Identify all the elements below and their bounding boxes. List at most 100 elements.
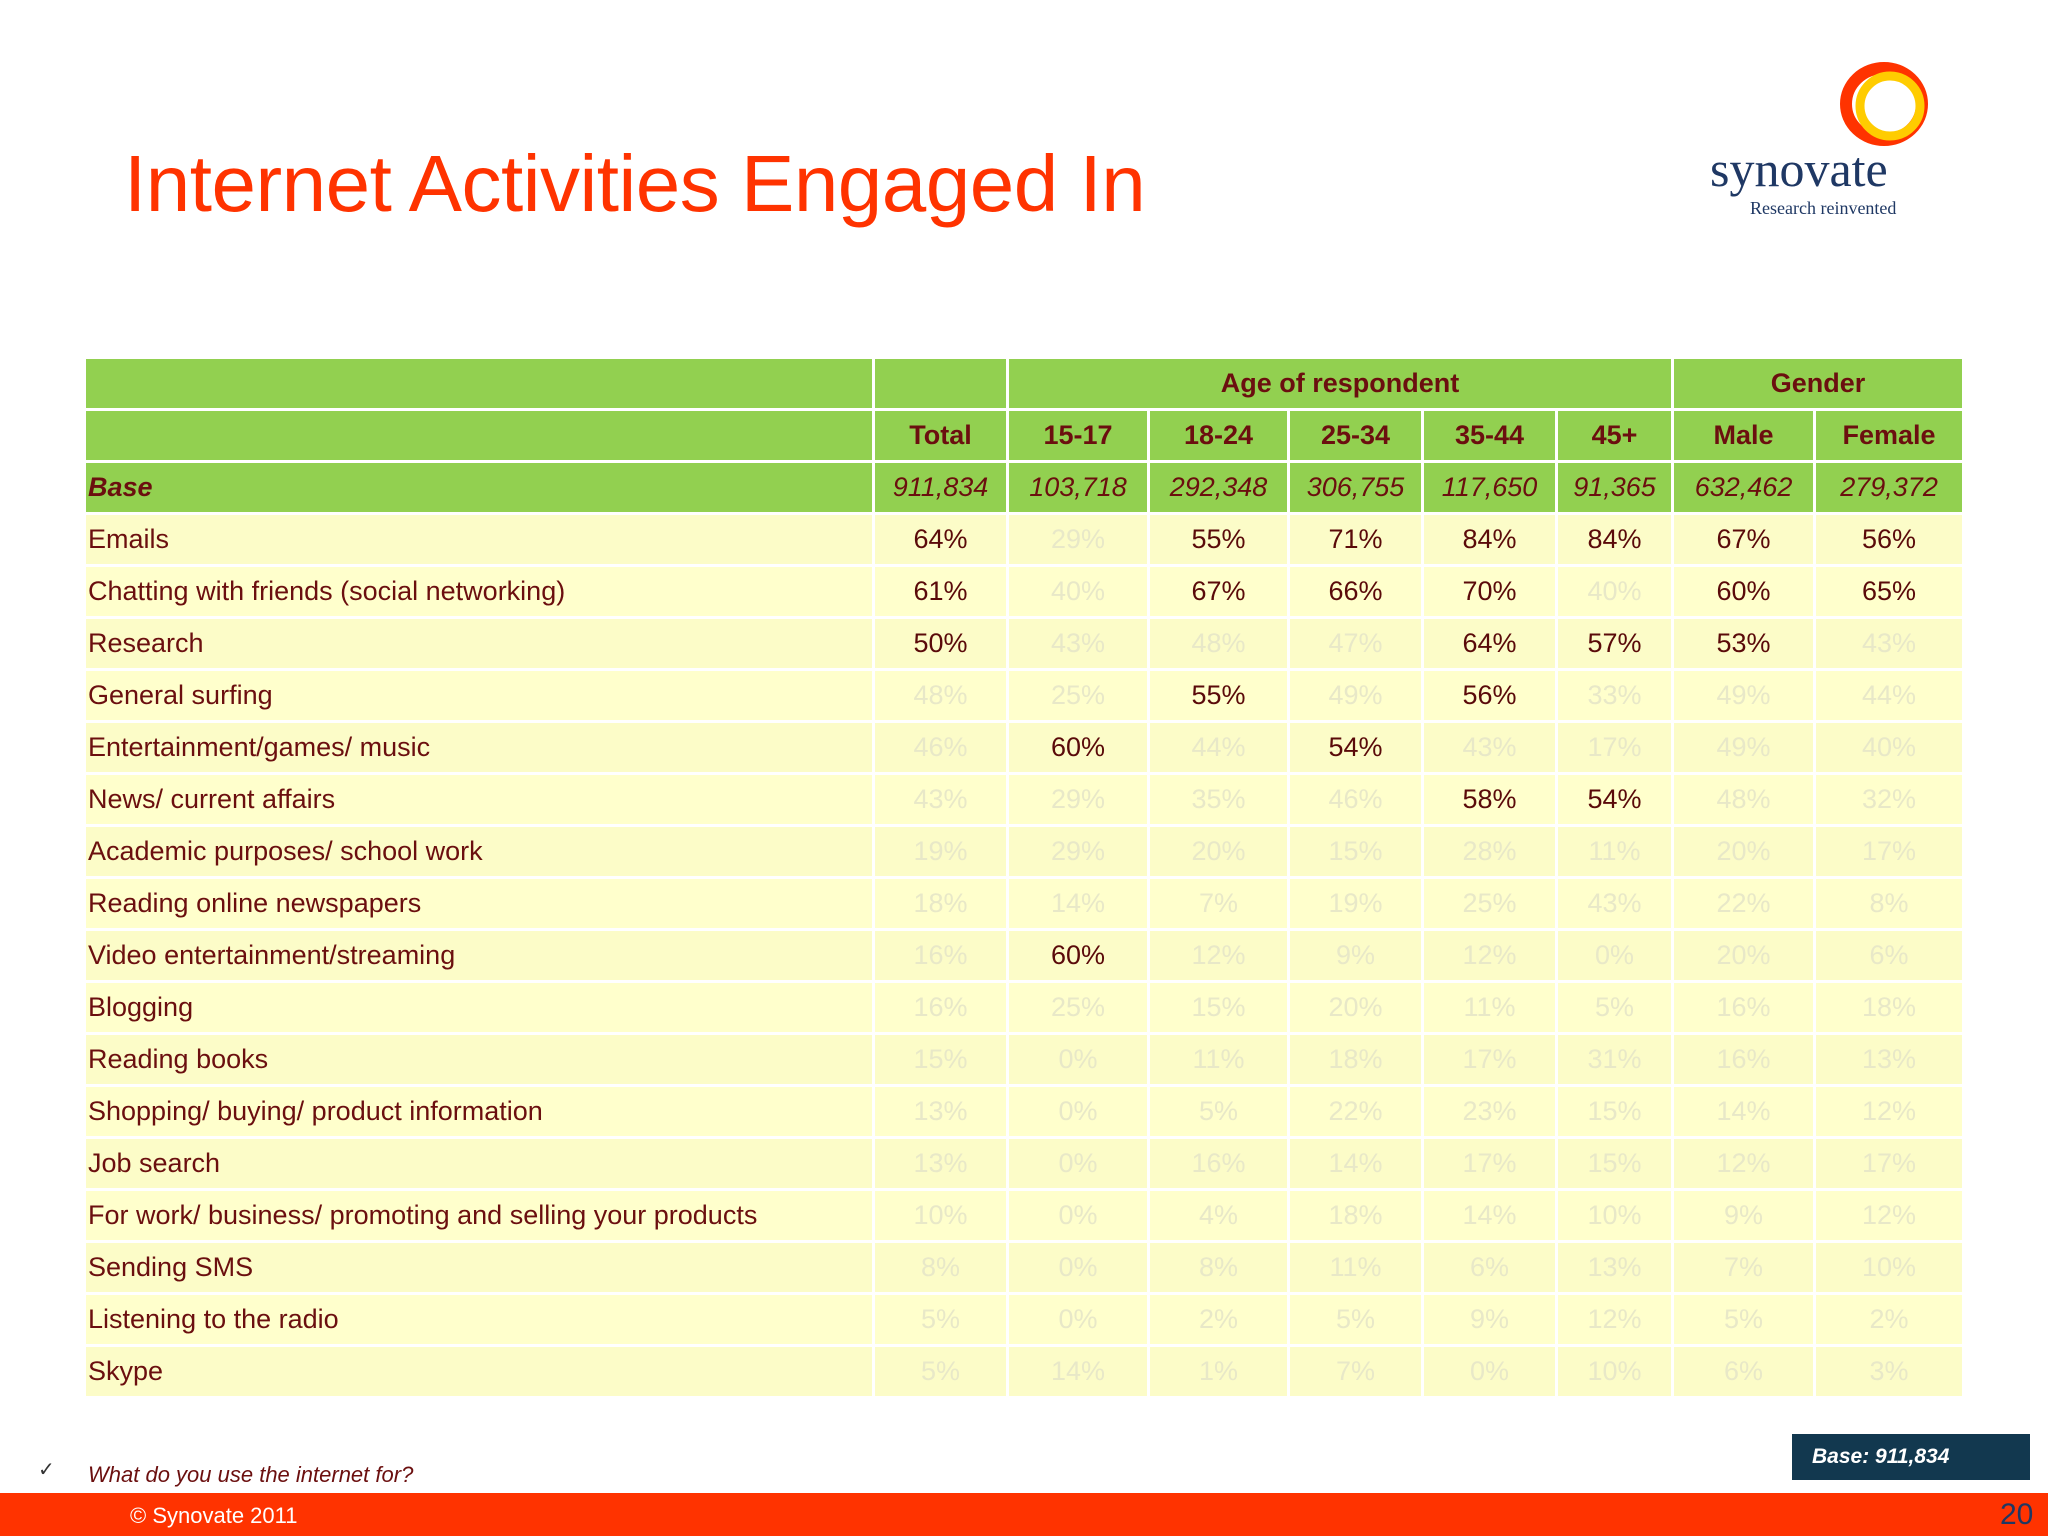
base-value: 279,372 <box>1816 463 1963 515</box>
table-cell: 18% <box>875 879 1009 931</box>
table-cell: 33% <box>1558 671 1675 723</box>
table-cell: 47% <box>1290 619 1424 671</box>
table-cell: 64% <box>1424 619 1558 671</box>
table-cell: 29% <box>1009 775 1150 827</box>
column-header: Female <box>1816 411 1963 463</box>
table-cell: 8% <box>1150 1243 1290 1295</box>
table-cell: 14% <box>1009 879 1150 931</box>
base-box: Base: 911,834 <box>1792 1434 2030 1480</box>
column-header: 18-24 <box>1150 411 1290 463</box>
table-cell: 48% <box>875 671 1009 723</box>
table-cell: 54% <box>1290 723 1424 775</box>
table-cell: 60% <box>1674 567 1817 619</box>
table-cell: 66% <box>1290 567 1424 619</box>
table-cell: 7% <box>1150 879 1290 931</box>
table-cell: 18% <box>1290 1191 1424 1243</box>
table-cell: 14% <box>1674 1087 1817 1139</box>
page-number: 20 <box>2000 1498 2034 1531</box>
table-cell: 0% <box>1009 1087 1150 1139</box>
question-footnote: What do you use the internet for? <box>88 1462 414 1487</box>
activities-table: Age of respondent Gender Total 15-17 18-24… <box>86 359 1963 1399</box>
header-empty <box>875 359 1009 411</box>
table-cell: 61% <box>875 567 1009 619</box>
table-cell: 35% <box>1150 775 1290 827</box>
table-cell: 5% <box>1290 1295 1424 1347</box>
table-cell: 10% <box>1558 1191 1675 1243</box>
column-header: 45+ <box>1558 411 1675 463</box>
base-value: 103,718 <box>1009 463 1150 515</box>
table-row: Research 50% 43% 48% 47% 64% 57% 53% 43% <box>86 619 1963 671</box>
table-cell: 6% <box>1424 1243 1558 1295</box>
table-cell: 67% <box>1674 515 1817 567</box>
column-header: 35-44 <box>1424 411 1558 463</box>
table-row: Shopping/ buying/ product information 13%… <box>86 1087 1963 1139</box>
table-row: Chatting with friends (social networking… <box>86 567 1963 619</box>
table-cell: 71% <box>1290 515 1424 567</box>
table-cell: 60% <box>1009 931 1150 983</box>
table-cell: 53% <box>1674 619 1817 671</box>
table-row: Reading books 15% 0% 11% 18% 17% 31% 16% 13% <box>86 1035 1963 1087</box>
table-cell: 43% <box>1424 723 1558 775</box>
table-row: Entertainment/games/ music 46% 60% 44% 54% 43… <box>86 723 1963 775</box>
table-cell: 19% <box>1290 879 1424 931</box>
gender-group-header: Gender <box>1674 359 1963 411</box>
table-cell: 17% <box>1424 1035 1558 1087</box>
row-label: Research <box>86 619 875 671</box>
table-cell: 9% <box>1290 931 1424 983</box>
table-cell: 43% <box>1816 619 1963 671</box>
table-cell: 16% <box>1150 1139 1290 1191</box>
table-cell: 54% <box>1558 775 1675 827</box>
base-value: 91,365 <box>1558 463 1675 515</box>
table-cell: 58% <box>1424 775 1558 827</box>
table-cell: 20% <box>1150 827 1290 879</box>
table-cell: 60% <box>1009 723 1150 775</box>
table-cell: 3% <box>1816 1347 1963 1399</box>
base-row: Base 911,834 103,718 292,348 306,755 117,650… <box>86 463 1963 515</box>
table-row: General surfing 48% 25% 55% 49% 56% 33% 49% 44% <box>86 671 1963 723</box>
table-cell: 7% <box>1290 1347 1424 1399</box>
table-cell: 22% <box>1674 879 1817 931</box>
table-row: For work/ business/ promoting and sellin… <box>86 1191 1963 1243</box>
table-cell: 17% <box>1558 723 1675 775</box>
table-cell: 6% <box>1816 931 1963 983</box>
table-cell: 15% <box>1150 983 1290 1035</box>
row-label: Shopping/ buying/ product information <box>86 1087 875 1139</box>
table-cell: 2% <box>1816 1295 1963 1347</box>
row-label: Reading online newspapers <box>86 879 875 931</box>
table-cell: 5% <box>1150 1087 1290 1139</box>
table-cell: 49% <box>1674 723 1817 775</box>
column-header: Total <box>875 411 1009 463</box>
table-cell: 29% <box>1009 515 1150 567</box>
header-empty <box>86 411 875 463</box>
table-cell: 49% <box>1290 671 1424 723</box>
table-cell: 4% <box>1150 1191 1290 1243</box>
table-cell: 6% <box>1674 1347 1817 1399</box>
table-cell: 25% <box>1009 983 1150 1035</box>
table-cell: 46% <box>875 723 1009 775</box>
row-label: For work/ business/ promoting and sellin… <box>86 1191 875 1243</box>
checkmark-icon: ✓ <box>38 1457 55 1481</box>
table-cell: 10% <box>1558 1347 1675 1399</box>
synovate-logo: synovate Research reinvented <box>1700 60 1940 230</box>
header-empty <box>86 359 875 411</box>
table-row: Academic purposes/ school work 19% 29% 20% 1… <box>86 827 1963 879</box>
row-label: Emails <box>86 515 875 567</box>
row-label: Job search <box>86 1139 875 1191</box>
table-cell: 67% <box>1150 567 1290 619</box>
table-row: Job search 13% 0% 16% 14% 17% 15% 12% 17% <box>86 1139 1963 1191</box>
row-label: Chatting with friends (social networking… <box>86 567 875 619</box>
table-cell: 5% <box>875 1347 1009 1399</box>
table-row: Listening to the radio 5% 0% 2% 5% 9% 12% 5% 2% <box>86 1295 1963 1347</box>
table-cell: 44% <box>1150 723 1290 775</box>
table-cell: 11% <box>1424 983 1558 1035</box>
table-cell: 55% <box>1150 515 1290 567</box>
table-cell: 12% <box>1816 1191 1963 1243</box>
table-cell: 13% <box>1558 1243 1675 1295</box>
table-cell: 28% <box>1424 827 1558 879</box>
base-value: 632,462 <box>1674 463 1817 515</box>
table-cell: 50% <box>875 619 1009 671</box>
row-label: Video entertainment/streaming <box>86 931 875 983</box>
table-cell: 13% <box>1816 1035 1963 1087</box>
table-cell: 0% <box>1009 1295 1150 1347</box>
table-cell: 48% <box>1150 619 1290 671</box>
